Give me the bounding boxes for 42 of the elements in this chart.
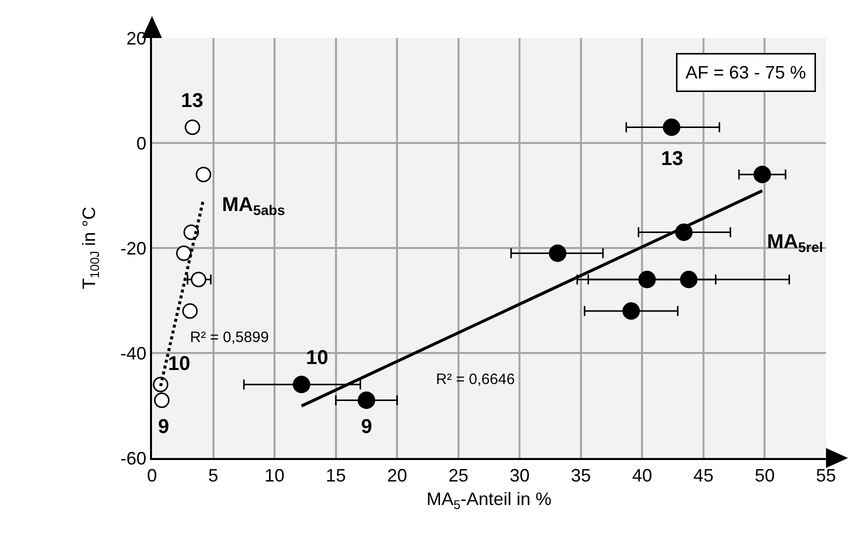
point (754, 166, 772, 184)
x-tick-label: 35 (570, 466, 591, 486)
annotation: 9 (158, 416, 170, 438)
x-tick-label: 50 (754, 466, 775, 486)
y-tick-label: -60 (120, 448, 146, 468)
point (183, 224, 199, 240)
point (190, 272, 206, 288)
x-tick-label: 30 (510, 466, 530, 486)
annotation: MA$_{5abs}$ (222, 194, 286, 218)
x-tick-label: 10 (264, 466, 285, 486)
point (154, 392, 170, 408)
annotation: R² = 0,5899 (190, 329, 269, 346)
point (638, 270, 656, 288)
point (292, 376, 310, 394)
y-tick-label: -20 (120, 238, 146, 258)
x-tick-label: 40 (632, 466, 652, 486)
x-tick-label: 55 (816, 466, 836, 486)
point (662, 118, 680, 136)
x-tick-label: 5 (208, 466, 218, 486)
point (548, 244, 566, 262)
annotation: 13 (181, 90, 204, 112)
x-tick-label: 15 (326, 466, 346, 486)
annotation: R² = 0,6646 (436, 371, 515, 388)
annotation: 9 (361, 416, 372, 438)
x-tick-label: 20 (387, 466, 408, 486)
annotation: 10 (306, 347, 328, 369)
annotation: 10 (168, 353, 190, 375)
y-tick-label: -40 (120, 343, 146, 364)
annotation: MA$_{5rel}$ (767, 231, 824, 256)
point (176, 246, 192, 261)
x-axis-title: MA$_{5}$-Anteil in % (426, 489, 552, 512)
x-tick-label: 25 (448, 466, 468, 486)
point (182, 303, 198, 319)
point (196, 166, 212, 182)
point (358, 392, 376, 409)
point (680, 270, 698, 288)
point (184, 120, 200, 135)
point (622, 302, 640, 320)
x-tick-label: 45 (693, 466, 714, 486)
annotation: 13 (661, 148, 684, 170)
annotation: AF = 63 - 75 % (686, 62, 806, 82)
y-tick-label: 0 (136, 133, 146, 154)
